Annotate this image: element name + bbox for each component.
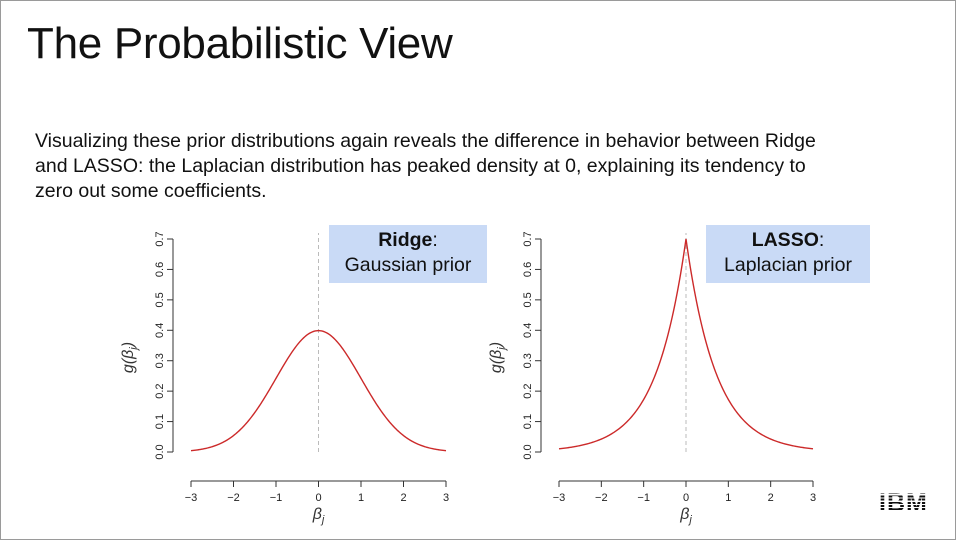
ridge-x-tick-label: −2 [227, 492, 240, 504]
lasso-x-tick-label: −1 [637, 492, 650, 504]
lasso-y-tick-label: 0.3 [522, 353, 534, 368]
ridge-legend-subtitle: Gaussian prior [344, 254, 472, 276]
ridge-x-tick-label: 3 [443, 492, 449, 504]
ridge-y-tick-label: 0.0 [154, 444, 166, 459]
lasso-y-tick-label: 0.5 [522, 292, 534, 307]
ridge-y-tick-label: 0.7 [154, 231, 166, 246]
lasso-x-tick-label: 3 [810, 492, 816, 504]
ridge-y-tick-label: 0.1 [154, 414, 166, 429]
lasso-y-tick-label: 0.1 [522, 414, 534, 429]
ridge-x-tick-label: 1 [358, 492, 364, 504]
lasso-chart: −3 −2 −1 0 1 2 3 0.0 0.1 0.2 0.3 0.4 0.5 0.6 0.7 βj g(βj… [488, 231, 816, 526]
ridge-density-curve [190, 329, 447, 452]
lasso-y-tick-label: 0.4 [522, 323, 534, 338]
ibm-logo: IBM [879, 489, 928, 517]
lasso-x-tick-label: −2 [595, 492, 608, 504]
ridge-y-tick-label: 0.5 [154, 292, 166, 307]
lasso-legend-colon: : [818, 229, 825, 251]
lasso-y-tick-label: 0.6 [522, 262, 534, 277]
ridge-legend-title: Ridge [378, 229, 433, 251]
ridge-y-tick-label: 0.4 [154, 323, 166, 338]
lasso-x-tick-label: 0 [683, 492, 689, 504]
lasso-legend-title: LASSO [751, 229, 819, 251]
lasso-x-tick-label: 1 [725, 492, 731, 504]
lasso-y-label: g(βj) [488, 342, 508, 373]
ridge-x-tick-label: 2 [400, 492, 406, 504]
ridge-chart: −3 −2 −1 0 1 2 3 0.0 0.1 0.2 0.3 0.4 0.5 0.6 0.7 βj g(βj… [120, 231, 449, 526]
ridge-legend-colon: : [432, 229, 438, 251]
lasso-y-tick-label: 0.7 [522, 231, 534, 246]
ridge-x-tick-label: −1 [270, 492, 283, 504]
lasso-y-tick-label: 0.2 [522, 383, 534, 398]
ridge-y-tick-label: 0.2 [154, 383, 166, 398]
ridge-y-label: g(βj) [120, 342, 140, 373]
ridge-x-label: βj [312, 506, 325, 526]
ridge-x-tick-label: −3 [185, 492, 198, 504]
ridge-y-tick-label: 0.3 [154, 353, 166, 368]
ridge-legend: Ridge: Gaussian prior [329, 225, 487, 283]
lasso-y-tick-label: 0.0 [522, 444, 534, 459]
lasso-x-tick-label: 2 [768, 492, 774, 504]
slide-body-text: Visualizing these prior distributions ag… [35, 130, 816, 202]
slide-title: The Probabilistic View [27, 19, 453, 68]
ridge-y-tick-label: 0.6 [154, 262, 166, 277]
lasso-x-label: βj [679, 506, 692, 526]
ridge-x-tick-label: 0 [315, 492, 321, 504]
lasso-legend-subtitle: Laplacian prior [724, 254, 852, 276]
lasso-x-tick-label: −3 [553, 492, 566, 504]
lasso-density-curve [558, 238, 814, 450]
lasso-legend: LASSO: Laplacian prior [706, 225, 870, 283]
